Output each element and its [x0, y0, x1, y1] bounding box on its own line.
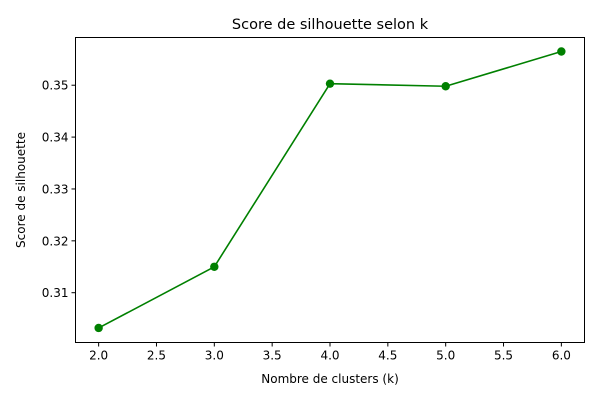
y-axis-title: Score de silhouette [14, 132, 28, 248]
y-tick-label: 0.32 [42, 234, 69, 248]
data-point [94, 323, 103, 333]
y-tick-label: 0.31 [42, 286, 69, 300]
x-tick-label: 6.0 [552, 349, 571, 363]
data-point [441, 82, 450, 91]
x-tick-label: 5.0 [436, 349, 455, 363]
data-point [557, 47, 566, 56]
chart-title: Score de silhouette selon k [232, 17, 429, 33]
x-tick-label: 3.5 [263, 349, 282, 363]
x-tick-label: 4.5 [378, 349, 397, 363]
x-tick-label: 4.0 [320, 349, 339, 363]
x-tick-label: 2.5 [147, 349, 166, 363]
data-point [210, 262, 219, 271]
plot-frame [75, 37, 585, 343]
series-line [98, 50, 562, 329]
data-point [325, 79, 335, 88]
y-tick-label: 0.35 [42, 79, 69, 93]
x-tick-label: 2.0 [89, 349, 108, 363]
x-tick-label: 3.0 [205, 349, 224, 363]
y-tick-label: 0.33 [42, 182, 69, 196]
x-axis-title: Nombre de clusters (k) [261, 372, 399, 386]
x-tick-label: 5.5 [494, 349, 513, 363]
y-tick-label: 0.34 [42, 131, 69, 145]
